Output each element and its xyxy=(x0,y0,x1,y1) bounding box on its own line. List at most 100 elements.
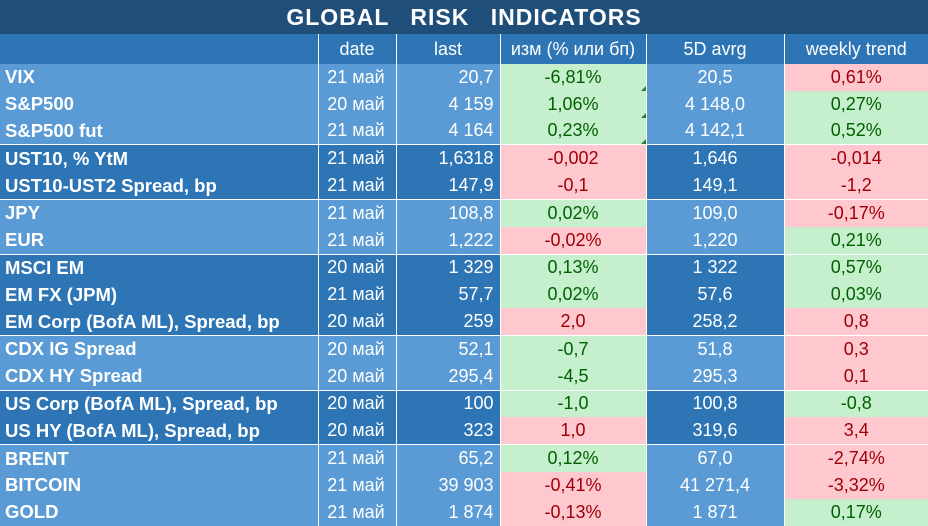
row-date: 21 май xyxy=(317,281,396,309)
row-weekly-trend: 0,21% xyxy=(783,226,928,255)
row-date: 20 май xyxy=(317,417,396,445)
row-last: 52,1 xyxy=(395,334,500,363)
row-weekly-trend: -0,014 xyxy=(783,144,928,173)
row-weekly-trend: 0,61% xyxy=(783,64,928,91)
table-row: US Corp (BofA ML), Spread, bp 20 май 100 -1… xyxy=(0,389,928,418)
table-row: GOLD 21 май 1 874 -0,13% 1 871 0,17% xyxy=(0,498,928,526)
row-5d-avg: 41 271,4 xyxy=(645,471,784,499)
row-5d-avg: 1,646 xyxy=(645,144,784,173)
row-name: MSCI EM xyxy=(0,253,318,282)
table-row: UST10, % YtM 21 май 1,6318 -0,002 1,646 -0,01… xyxy=(0,144,928,173)
row-change: 0,12% xyxy=(499,444,646,472)
table-row: S&P500 20 май 4 159 1,06% 4 148,0 0,27% xyxy=(0,90,928,118)
row-change: 1,06% xyxy=(499,90,646,118)
row-weekly-trend: -1,2 xyxy=(783,172,928,200)
row-last: 65,2 xyxy=(395,444,500,472)
header-row: date last изм (% или бп) 5D avrg weekly … xyxy=(0,34,928,64)
table-row: BRENT 21 май 65,2 0,12% 67,0 -2,74% xyxy=(0,444,928,472)
row-name: S&P500 fut xyxy=(0,117,318,145)
row-date: 20 май xyxy=(317,253,396,282)
row-change: -0,13% xyxy=(499,498,646,526)
row-name: CDX IG Spread xyxy=(0,334,318,363)
row-name: EM FX (JPM) xyxy=(0,281,318,309)
row-weekly-trend: -3,32% xyxy=(783,471,928,499)
row-last: 4 164 xyxy=(395,117,500,145)
row-last: 108,8 xyxy=(395,198,500,227)
row-date: 20 май xyxy=(317,90,396,118)
row-weekly-trend: -0,8 xyxy=(783,389,928,418)
row-change: -0,1 xyxy=(499,172,646,200)
row-name: BITCOIN xyxy=(0,471,318,499)
row-5d-avg: 20,5 xyxy=(645,64,784,91)
table-row: JPY 21 май 108,8 0,02% 109,0 -0,17% xyxy=(0,198,928,227)
row-date: 20 май xyxy=(317,308,396,336)
row-last: 147,9 xyxy=(395,172,500,200)
row-5d-avg: 100,8 xyxy=(645,389,784,418)
row-date: 21 май xyxy=(317,64,396,91)
row-name: EM Corp (BofA ML), Spread, bp xyxy=(0,308,318,336)
header-5d-avg: 5D avrg xyxy=(645,34,784,64)
row-weekly-trend: -2,74% xyxy=(783,444,928,472)
header-weekly-trend: weekly trend xyxy=(783,34,928,64)
row-weekly-trend: 3,4 xyxy=(783,417,928,445)
row-weekly-trend: 0,1 xyxy=(783,362,928,391)
row-date: 21 май xyxy=(317,144,396,173)
table-body: VIX 21 май 20,7 -6,81% 20,5 0,61% S&P500 20 май… xyxy=(0,64,928,526)
row-weekly-trend: 0,27% xyxy=(783,90,928,118)
row-last: 39 903 xyxy=(395,471,500,499)
row-date: 21 май xyxy=(317,198,396,227)
table-row: CDX IG Spread 20 май 52,1 -0,7 51,8 0,3 xyxy=(0,334,928,363)
row-date: 20 май xyxy=(317,334,396,363)
table-row: S&P500 fut 21 май 4 164 0,23% 4 142,1 0,52% xyxy=(0,117,928,145)
row-name: CDX HY Spread xyxy=(0,362,318,391)
cell-flag-marker xyxy=(640,139,646,145)
row-5d-avg: 109,0 xyxy=(645,198,784,227)
row-weekly-trend: 0,8 xyxy=(783,308,928,336)
row-5d-avg: 51,8 xyxy=(645,334,784,363)
row-change: -4,5 xyxy=(499,362,646,391)
row-name: JPY xyxy=(0,198,318,227)
row-name: UST10, % YtM xyxy=(0,144,318,173)
row-last: 1,6318 xyxy=(395,144,500,173)
row-change: 0,02% xyxy=(499,198,646,227)
header-change: изм (% или бп) xyxy=(499,34,646,64)
row-name: BRENT xyxy=(0,444,318,472)
row-change: 2,0 xyxy=(499,308,646,336)
table-row: BITCOIN 21 май 39 903 -0,41% 41 271,4 -3,32% xyxy=(0,471,928,499)
row-change: -0,7 xyxy=(499,334,646,363)
row-last: 1 874 xyxy=(395,498,500,526)
row-weekly-trend: 0,52% xyxy=(783,117,928,145)
table-row: VIX 21 май 20,7 -6,81% 20,5 0,61% xyxy=(0,64,928,91)
row-last: 1,222 xyxy=(395,226,500,255)
row-change: 1,0 xyxy=(499,417,646,445)
row-last: 295,4 xyxy=(395,362,500,391)
row-5d-avg: 1 322 xyxy=(645,253,784,282)
row-date: 21 май xyxy=(317,117,396,145)
table-row: EM Corp (BofA ML), Spread, bp 20 май 259 2,… xyxy=(0,308,928,336)
row-date: 21 май xyxy=(317,498,396,526)
row-name: EUR xyxy=(0,226,318,255)
row-name: GOLD xyxy=(0,498,318,526)
row-last: 57,7 xyxy=(395,281,500,309)
row-last: 100 xyxy=(395,389,500,418)
row-change: -6,81% xyxy=(499,64,646,91)
row-change: 0,23% xyxy=(499,117,646,145)
header-name xyxy=(0,34,318,64)
row-change: -0,002 xyxy=(499,144,646,173)
row-last: 20,7 xyxy=(395,64,500,91)
row-weekly-trend: 0,57% xyxy=(783,253,928,282)
row-name: VIX xyxy=(0,64,318,91)
table-row: EM FX (JPM) 21 май 57,7 0,02% 57,6 0,03% xyxy=(0,281,928,309)
row-name: S&P500 xyxy=(0,90,318,118)
row-name: US HY (BofA ML), Spread, bp xyxy=(0,417,318,445)
row-date: 21 май xyxy=(317,172,396,200)
row-date: 21 май xyxy=(317,226,396,255)
row-change: 0,13% xyxy=(499,253,646,282)
row-5d-avg: 258,2 xyxy=(645,308,784,336)
row-date: 20 май xyxy=(317,389,396,418)
cell-flag-marker xyxy=(640,112,646,118)
row-date: 21 май xyxy=(317,471,396,499)
row-last: 323 xyxy=(395,417,500,445)
row-date: 21 май xyxy=(317,444,396,472)
